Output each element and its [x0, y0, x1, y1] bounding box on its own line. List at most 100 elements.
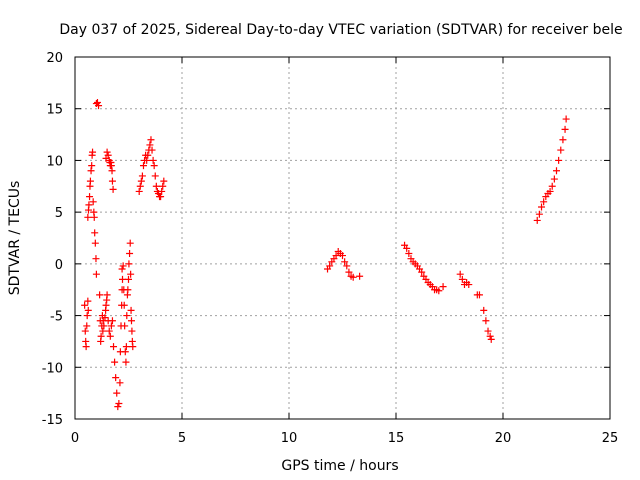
y-tick-label: 5 [55, 206, 63, 221]
data-point [86, 177, 94, 185]
data-point [484, 327, 492, 335]
x-tick-label: 5 [178, 431, 186, 446]
x-tick-label: 25 [602, 431, 619, 446]
x-tick-label: 15 [388, 431, 405, 446]
y-tick-label: -10 [42, 361, 63, 376]
data-point [123, 312, 131, 320]
y-tick-label: -15 [42, 413, 63, 428]
data-point [86, 193, 94, 201]
data-point [84, 306, 92, 314]
y-tick-label: 0 [55, 258, 63, 273]
data-point [105, 327, 113, 335]
data-point [119, 262, 127, 270]
data-point [96, 291, 104, 299]
y-tick-label: 10 [46, 154, 63, 169]
data-point [548, 182, 556, 190]
data-point [121, 322, 129, 330]
data-point [138, 172, 146, 180]
data-point [144, 151, 152, 159]
data-point [115, 399, 123, 407]
data-point [127, 317, 135, 325]
data-point [533, 216, 541, 224]
x-tick-label: 20 [495, 431, 512, 446]
data-point [356, 272, 364, 280]
data-point [152, 182, 160, 190]
data-point [157, 193, 165, 201]
data-point [137, 177, 145, 185]
data-point [90, 213, 98, 221]
data-point [482, 317, 490, 325]
data-point [561, 125, 569, 133]
data-point [538, 203, 546, 211]
y-axis-label: SDTVAR / TECUs [7, 181, 23, 296]
plot-frame [74, 56, 611, 420]
data-point [88, 162, 96, 170]
data-point [151, 172, 159, 180]
data-point [160, 177, 168, 185]
data-point [475, 291, 483, 299]
data-point [147, 136, 155, 144]
data-point [135, 187, 143, 195]
data-point [143, 156, 151, 164]
data-point [120, 301, 128, 309]
data-point [122, 358, 130, 366]
data-point [82, 343, 90, 351]
data-point [103, 291, 111, 299]
data-point [91, 239, 99, 247]
data-point [99, 327, 107, 335]
data-point [480, 306, 488, 314]
data-point [159, 182, 167, 190]
data-point [110, 343, 118, 351]
data-point [93, 99, 101, 107]
data-point [158, 187, 166, 195]
data-point [107, 162, 115, 170]
data-point [128, 327, 136, 335]
data-point [540, 198, 548, 206]
data-point [550, 175, 558, 183]
data-point [418, 268, 426, 276]
data-point [102, 301, 110, 309]
y-tick-label: 20 [46, 51, 63, 66]
data-point [487, 335, 495, 343]
y-tick-label: 15 [46, 103, 63, 118]
data-point [122, 343, 130, 351]
data-point [349, 273, 357, 281]
data-point [95, 102, 103, 110]
data-point [108, 167, 116, 175]
data-point [403, 244, 411, 252]
data-point [91, 229, 99, 237]
data-point [108, 177, 116, 185]
data-point [129, 343, 137, 351]
data-point [465, 281, 473, 289]
data-point [341, 258, 349, 266]
x-tick-label: 10 [281, 431, 298, 446]
data-point [81, 327, 89, 335]
data-point [343, 262, 351, 270]
data-point [118, 265, 126, 273]
data-point [150, 162, 158, 170]
data-point [81, 301, 89, 309]
data-point [112, 374, 120, 382]
data-point [557, 146, 565, 154]
data-point [85, 201, 93, 209]
data-point [108, 317, 116, 325]
data-point [339, 252, 346, 260]
data-point [435, 287, 443, 295]
data-point [136, 182, 144, 190]
data-point [148, 146, 156, 154]
data-point [97, 332, 105, 340]
data-point [546, 187, 554, 195]
data-point [555, 156, 563, 164]
data-point [562, 115, 570, 123]
data-point [149, 156, 157, 164]
data-point [559, 136, 567, 144]
data-point [92, 255, 100, 263]
data-point [119, 275, 127, 283]
data-point [126, 250, 134, 258]
data-point [116, 379, 124, 387]
data-point [332, 252, 340, 260]
data-point [146, 141, 154, 149]
data-point [83, 322, 91, 330]
data-point [104, 151, 112, 159]
